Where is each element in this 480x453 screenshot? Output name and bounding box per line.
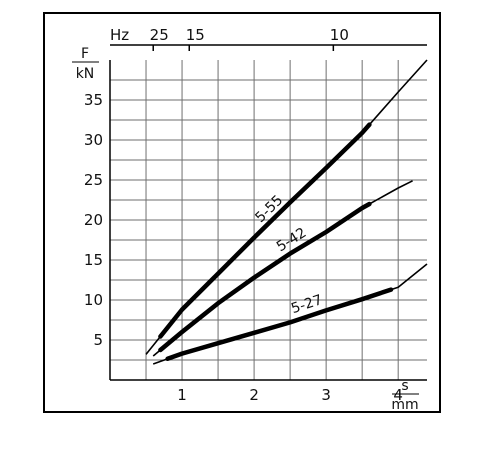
x-tick-label: 3 xyxy=(321,386,331,404)
y-tick-label: 10 xyxy=(84,291,103,309)
grid xyxy=(110,60,427,380)
x-axis-label-quantity: s xyxy=(401,378,408,394)
y-tick-label: 5 xyxy=(93,331,103,349)
top-axis-unit-label: Hz xyxy=(110,26,129,44)
tick-labels: 5 10 15 20 25 30 35 1 2 3 4 25 15 10 xyxy=(84,26,403,404)
top-tick-label: 10 xyxy=(330,26,349,44)
y-tick-label: 15 xyxy=(84,251,103,269)
top-tick-label: 15 xyxy=(186,26,205,44)
y-axis-label-unit: kN xyxy=(76,66,95,82)
curve-5-55-rated-range xyxy=(158,122,372,339)
y-tick-label: 30 xyxy=(84,131,103,149)
curves: 5-555-425-27 xyxy=(145,59,428,365)
x-tick-label: 4 xyxy=(393,386,403,404)
y-tick-label: 25 xyxy=(84,171,103,189)
y-axis-label-quantity: F xyxy=(81,46,89,62)
curve-5-42-rated-range xyxy=(158,201,372,353)
y-tick-label: 20 xyxy=(84,211,103,229)
y-tick-label: 35 xyxy=(84,91,103,109)
x-axis-label-unit: mm xyxy=(391,397,418,413)
curve-5-27-rated-range xyxy=(165,287,394,362)
x-tick-label: 1 xyxy=(177,386,187,404)
x-tick-label: 2 xyxy=(249,386,259,404)
chart-frame xyxy=(43,12,441,413)
top-tick-label: 25 xyxy=(150,26,169,44)
